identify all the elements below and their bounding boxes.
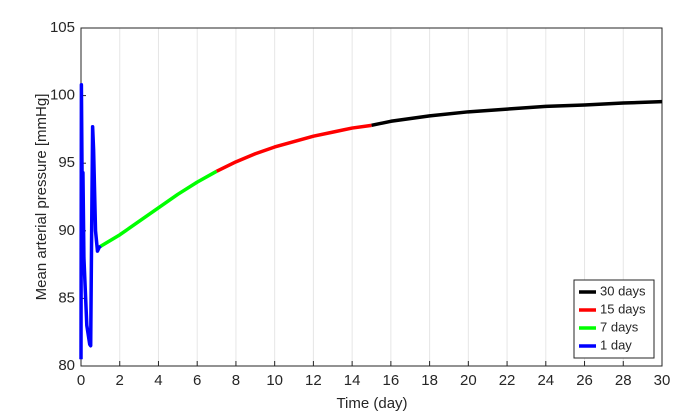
line-series [98,169,218,249]
x-tick-label: 14 [344,372,361,389]
legend-label: 7 days [600,319,639,334]
x-tick-label: 2 [116,372,124,389]
x-tick-label: 20 [460,372,477,389]
x-tick-label: 10 [266,372,283,389]
line-series [371,99,663,128]
x-tick-label: 16 [383,372,400,389]
line-series [215,123,372,173]
x-tick-label: 28 [615,372,632,389]
x-tick-label: 24 [537,372,554,389]
x-tick-label: 12 [305,372,322,389]
x-axis-label: Time (day) [336,395,407,412]
legend-label: 15 days [600,301,646,316]
x-tick-label: 30 [654,372,671,389]
y-tick-label: 80 [58,357,75,374]
x-tick-label: 18 [421,372,438,389]
x-tick-label: 0 [77,372,85,389]
x-tick-label: 8 [232,372,240,389]
legend-label: 1 day [600,337,632,352]
x-tick-label: 6 [193,372,201,389]
y-tick-label: 95 [58,154,75,171]
x-tick-label: 26 [576,372,593,389]
legend-label: 30 days [600,283,646,298]
y-tick-label: 105 [50,19,75,36]
y-tick-label: 100 [50,87,75,104]
y-tick-label: 90 [58,222,75,239]
x-tick-label: 4 [154,372,162,389]
x-tick-label: 22 [499,372,516,389]
y-tick-label: 85 [58,289,75,306]
y-axis-label: Mean arterial pressure [mmHg] [33,94,50,301]
line-series [79,83,102,360]
